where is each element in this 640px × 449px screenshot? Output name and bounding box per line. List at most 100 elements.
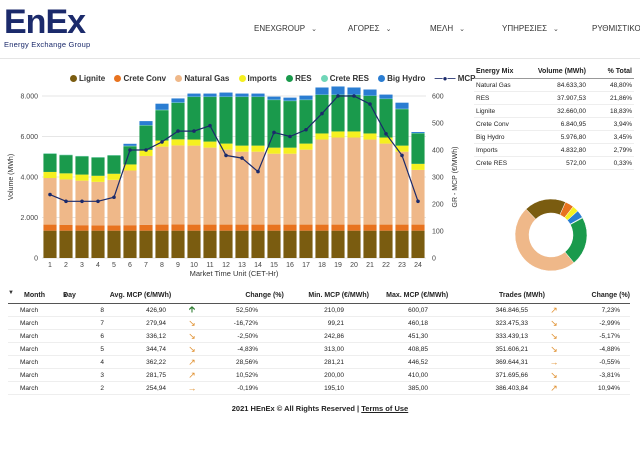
arrow-up-right-icon: ↗ [188,356,196,367]
bar-segment-imports [411,163,425,170]
bar-segment-big-hydro [395,102,409,109]
cell-avg-mcp: 344,74 [146,345,166,353]
arrow-down-right-icon: ↘ [550,330,558,341]
bar-segment-crete-conv [235,224,249,231]
mix-source: Imports [476,146,498,154]
energy-mix-row[interactable]: Crete Conv 6.840,95 3,94% [474,118,634,131]
legend-big-hydro[interactable]: Big Hydro [378,74,425,83]
table-row[interactable]: March 3 281,75 ↗ 10,52% 200,00 410,00 371.695,6… [8,369,630,382]
bar-segment-big-hydro [283,97,297,101]
cell-trades: 346.846,55 [495,306,528,314]
cell-min-mcp: 200,00 [324,371,344,379]
bar-segment-natural-gas [363,139,377,225]
nav-members[interactable]: ΜΕΛΗ ⌄ [430,24,465,33]
terms-link[interactable]: Terms of Use [361,404,409,413]
header-pct-total[interactable]: % Total [607,68,632,75]
nav-markets[interactable]: ΑΓΟΡΕΣ ⌄ [348,24,391,33]
cell-avg-mcp: 281,75 [146,371,166,379]
table-row[interactable]: March 5 344,74 ↘ -4,83% 313,00 408,85 351.606,2… [8,343,630,356]
x-tick-label: 4 [96,262,100,269]
cell-max-mcp: 451,30 [408,332,428,340]
energy-mix-row[interactable]: Natural Gas 84.633,30 48,80% [474,79,634,92]
bar-segment-lignite [395,230,409,258]
mix-volume: 6.840,95 [560,120,586,128]
bar-segment-natural-gas [139,155,153,225]
energy-mix-row[interactable]: Imports 4.832,80 2,79% [474,144,634,157]
header-trades-change[interactable]: Change (%) [591,292,631,299]
header-volume[interactable]: Volume (MWh) [537,68,586,75]
donut-slice-res[interactable] [564,217,588,264]
header-change[interactable]: Change (%) [245,292,284,299]
mix-pct: 2,79% [613,146,632,154]
table-row[interactable]: March 2 254,94 → -0,19% 195,10 385,00 386.403,8… [8,382,630,395]
y2-tick-label: 300 [432,175,444,182]
nav-regulatory[interactable]: ΡΥΘΜΙΣΤΙΚΟ [592,24,640,33]
bar-segment-lignite [75,230,89,258]
bar-segment-imports [91,175,105,182]
bar-segment-big-hydro [235,93,249,97]
x-tick-label: 20 [350,262,358,269]
bar-segment-crete-conv [379,224,393,231]
legend-label: MCP [457,74,476,83]
header-min-mcp[interactable]: Min. MCP (€/MWh) [308,292,369,299]
logo-subtitle: Energy Exchange Group [4,40,91,49]
bar-segment-imports [187,139,201,146]
energy-mix-row[interactable]: RES 37.907,53 21,86% [474,92,634,105]
cell-min-mcp: 99,21 [327,319,344,327]
header-max-mcp[interactable]: Max. MCP (€/MWh) [386,292,449,299]
sort-desc-icon[interactable]: ▼ [62,293,68,299]
legend-imports[interactable]: Imports [238,74,277,83]
nav-services[interactable]: ΥΠΗΡΕΣΙΕΣ ⌄ [502,24,559,33]
header-trades[interactable]: Trades (MWh) [499,292,545,299]
donut-slice-natural-gas[interactable] [514,208,575,272]
nav-enexgroup[interactable]: ENEXGROUP ⌄ [254,24,317,33]
x-tick-label: 22 [382,262,390,269]
table-row[interactable]: March 7 279,94 ↘ -16,72% 99,21 460,18 323.475,3… [8,317,630,330]
mcp-point [96,199,100,204]
energy-mix-header: Energy Mix Volume (MWh) % Total [474,68,634,79]
mcp-point [224,153,228,158]
bar-segment-imports [75,174,89,181]
table-row[interactable]: March 8 426,90 🡱 52,50% 210,09 600,07 346.846,5… [8,304,630,317]
energy-mix-row[interactable]: Big Hydro 5.976,80 3,45% [474,131,634,144]
header-energy-mix[interactable]: Energy Mix [476,68,514,75]
legend-lignite[interactable]: Lignite [70,74,105,83]
cell-avg-mcp: 279,94 [146,319,166,327]
table-row[interactable]: March 4 362,22 ↗ 28,56% 281,21 446,52 369.644,3… [8,356,630,369]
header-avg-mcp[interactable]: Avg. MCP (€/MWh) [109,292,172,299]
cell-change: 52,50% [235,306,258,314]
legend-mcp-marker: —●— [434,74,456,83]
mcp-point [64,199,68,204]
bar-segment-crete-conv [347,224,361,231]
header-month[interactable]: Month [24,292,45,299]
arrow-down-right-icon: ↘ [550,317,558,328]
legend-natural-gas[interactable]: Natural Gas [175,74,229,83]
bar-segment-res [75,156,89,175]
sort-icon[interactable]: ▼ [8,290,14,296]
cell-avg-mcp: 362,22 [146,358,166,366]
y-tick-label: 8.000 [20,94,38,101]
legend-mcp[interactable]: —●— MCP [435,74,476,83]
cell-trades-change: -2,99% [599,319,620,327]
energy-mix-row[interactable]: Crete RES 572,00 0,33% [474,157,634,170]
bar-segment-res [283,101,297,148]
header-day[interactable]: Day [63,292,76,299]
mix-pct: 18,83% [609,107,632,115]
cell-day: 4 [100,358,104,366]
cell-avg-mcp: 426,90 [146,306,166,314]
bar-segment-res [59,155,73,174]
table-row[interactable]: March 6 336,12 ↘ -2,50% 242,86 451,30 333.439,1… [8,330,630,343]
bar-segment-imports [299,143,313,150]
legend-crete-res[interactable]: Crete RES [320,74,369,83]
bar-segment-lignite [331,230,345,258]
enex-logo[interactable]: EnEx Energy Exchange Group [4,4,114,54]
bar-segment-res [411,133,425,164]
legend-label: Crete Conv [123,74,167,83]
arrow-down-right-icon: ↘ [188,343,196,354]
legend-crete-conv[interactable]: Crete Conv [114,74,166,83]
energy-mix-row[interactable]: Lignite 32.660,00 18,83% [474,105,634,118]
legend-res[interactable]: RES [286,74,312,83]
x-tick-label: 2 [64,262,68,269]
mcp-point [112,195,116,200]
bar-segment-res [331,94,345,132]
